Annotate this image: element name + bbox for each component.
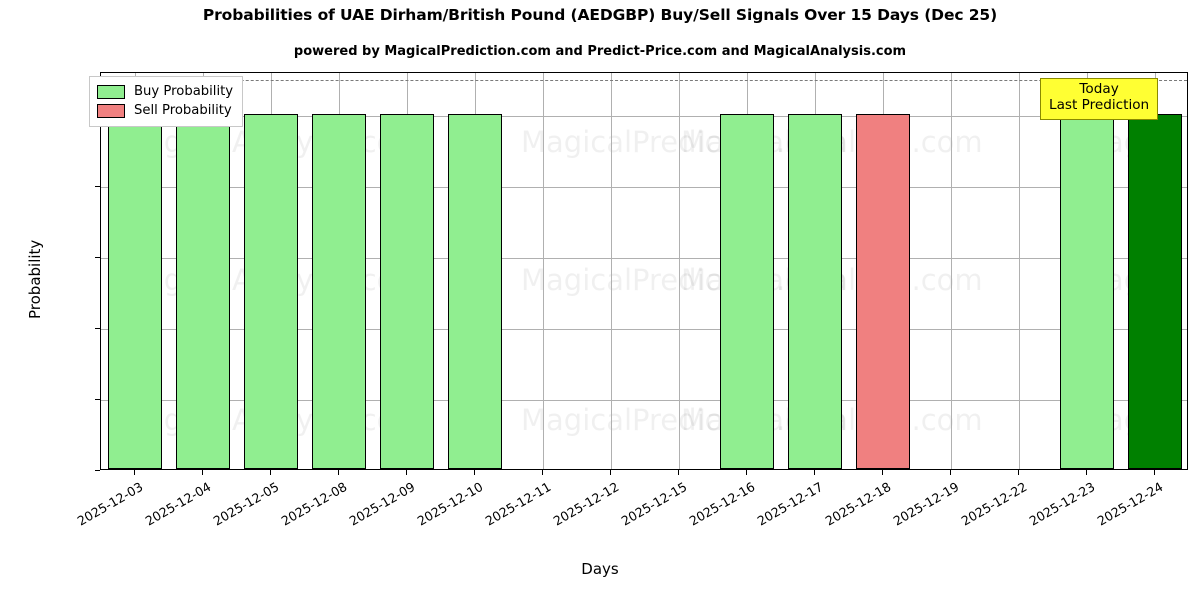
x-axis-tick-mark [814, 470, 815, 475]
bar[interactable] [447, 113, 503, 469]
x-axis-tick-label: 2025-12-05 [210, 479, 282, 529]
gridline-horizontal [101, 186, 1187, 188]
bar[interactable] [379, 113, 435, 469]
x-axis-tick-mark [338, 470, 339, 475]
bar[interactable] [243, 113, 299, 469]
threshold-dashed-line [101, 80, 1187, 82]
gridline-horizontal [101, 115, 1187, 117]
x-axis-tick-label: 2025-12-15 [618, 479, 690, 529]
plot-area: MagicalAnalysis.comMagicalAnalysis.comMa… [100, 72, 1188, 470]
gridline-vertical [543, 73, 544, 469]
chart-legend: Buy Probability Sell Probability [89, 76, 244, 127]
x-axis-tick-label: 2025-12-22 [958, 479, 1030, 529]
x-axis-tick-label: 2025-12-11 [482, 479, 554, 529]
legend-label: Sell Probability [134, 103, 232, 118]
x-axis-tick-mark [678, 470, 679, 475]
legend-item[interactable]: Buy Probability [97, 82, 233, 101]
y-axis-tick-mark [95, 327, 100, 329]
bar[interactable] [719, 113, 775, 469]
gridline-vertical [951, 73, 952, 469]
gridline-horizontal [101, 257, 1187, 259]
legend-label: Buy Probability [134, 84, 234, 99]
x-axis-tick-mark [746, 470, 747, 475]
x-axis-tick-label: 2025-12-12 [550, 479, 622, 529]
bar[interactable] [175, 113, 231, 469]
x-axis-tick-mark [542, 470, 543, 475]
x-axis-tick-mark [950, 470, 951, 475]
x-axis-tick-label: 2025-12-24 [1094, 479, 1166, 529]
legend-swatch-icon [97, 103, 125, 118]
x-axis-label: Days [581, 560, 619, 578]
x-axis-tick-label: 2025-12-04 [142, 479, 214, 529]
y-axis-label: Probability [26, 239, 44, 319]
x-axis-tick-label: 2025-12-10 [414, 479, 486, 529]
chart-title: Probabilities of UAE Dirham/British Poun… [202, 6, 998, 24]
gridline-vertical [1019, 73, 1020, 469]
today-annotation: Today Last Prediction [1040, 78, 1159, 120]
y-axis-tick-mark [95, 398, 100, 400]
x-axis-tick-mark [1154, 470, 1155, 475]
chart-subtitle: powered by MagicalPrediction.com and Pre… [293, 44, 907, 59]
bar[interactable] [311, 113, 367, 469]
legend-item[interactable]: Sell Probability [97, 101, 233, 120]
x-axis-tick-mark [1086, 470, 1087, 475]
x-axis-tick-label: 2025-12-17 [754, 479, 826, 529]
bar[interactable] [1127, 113, 1183, 469]
bar[interactable] [855, 113, 911, 469]
x-axis-tick-mark [202, 470, 203, 475]
x-axis-tick-mark [882, 470, 883, 475]
today-annotation-line2: Last Prediction [1049, 96, 1150, 113]
x-axis-tick-label: 2025-12-09 [346, 479, 418, 529]
gridline-vertical [611, 73, 612, 469]
x-axis-tick-label: 2025-12-16 [686, 479, 758, 529]
x-axis-tick-mark [134, 470, 135, 475]
bars-layer [101, 73, 1187, 469]
gridline-vertical [679, 73, 680, 469]
bar[interactable] [1059, 113, 1115, 469]
x-axis-tick-mark [270, 470, 271, 475]
gridline-horizontal [101, 399, 1187, 401]
y-axis-tick-mark [95, 185, 100, 187]
gridline-horizontal [101, 328, 1187, 330]
x-axis-tick-mark [406, 470, 407, 475]
x-axis-tick-label: 2025-12-23 [1026, 479, 1098, 529]
y-axis-tick-mark [95, 256, 100, 258]
x-axis-tick-label: 2025-12-19 [890, 479, 962, 529]
legend-swatch-icon [97, 84, 125, 99]
bar[interactable] [787, 113, 843, 469]
x-axis-tick-label: 2025-12-03 [74, 479, 146, 529]
y-axis-tick-mark [95, 470, 100, 471]
x-axis-tick-mark [474, 470, 475, 475]
x-axis-tick-mark [1018, 470, 1019, 475]
x-axis-tick-mark [610, 470, 611, 475]
x-axis-tick-label: 2025-12-08 [278, 479, 350, 529]
today-annotation-line1: Today [1079, 81, 1119, 97]
x-axis-tick-label: 2025-12-18 [822, 479, 894, 529]
bar[interactable] [107, 113, 163, 469]
